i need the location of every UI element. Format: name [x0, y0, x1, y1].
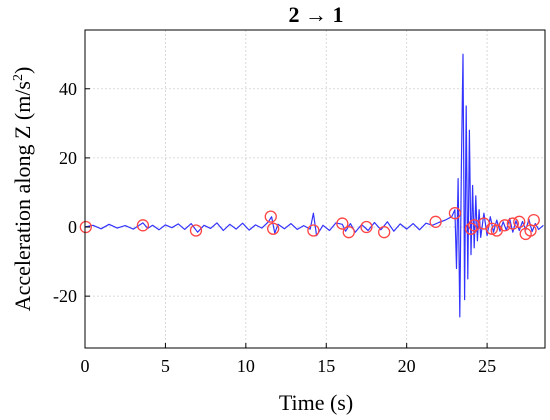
marker-point [506, 217, 519, 230]
marker-point [527, 213, 540, 227]
x-tick-label: 0 [81, 356, 90, 376]
x-tick-label: 5 [161, 356, 170, 376]
marker-point [498, 219, 511, 232]
marker-point [307, 224, 320, 237]
x-axis-title: Time (s) [279, 390, 353, 415]
x-tick-label: 20 [398, 356, 416, 376]
marker-point [448, 207, 462, 220]
y-tick-label: 0 [68, 217, 77, 237]
marker-point [360, 220, 373, 234]
marker-point [189, 224, 203, 237]
y-axis-title-sup: 2 [11, 74, 26, 81]
chart-title: 2 → 1 [289, 2, 344, 27]
marker-point [267, 222, 280, 235]
x-tick-label: 15 [317, 356, 335, 376]
series-line [84, 53, 544, 318]
x-ticks: 0 5 10 15 20 25 [81, 343, 496, 376]
marker-point [136, 219, 150, 232]
y-axis-title: Acceleration along Z (m/s2) [10, 67, 35, 312]
marker-point [429, 215, 442, 228]
marker-point [342, 226, 355, 239]
grid [84, 30, 545, 348]
series-layer [84, 53, 544, 318]
marker-point [79, 220, 92, 234]
x-tick-label: 10 [237, 356, 255, 376]
y-axis-title-text: Acceleration along Z (m/s [10, 81, 35, 311]
marker-point [513, 215, 526, 228]
marker-layer [79, 207, 540, 241]
marker-point [468, 219, 481, 232]
marker-point [336, 217, 349, 230]
x-tick-label: 25 [478, 356, 496, 376]
plot-frame [84, 29, 546, 349]
marker-point [378, 226, 391, 239]
y-ticks: -20 0 20 40 [53, 79, 90, 306]
y-tick-label: 40 [59, 79, 77, 99]
marker-point [464, 222, 478, 235]
marker-point [264, 210, 277, 223]
y-tick-label: 20 [59, 148, 77, 168]
y-axis-title-close: ) [10, 67, 35, 74]
y-tick-label: -20 [53, 286, 77, 306]
